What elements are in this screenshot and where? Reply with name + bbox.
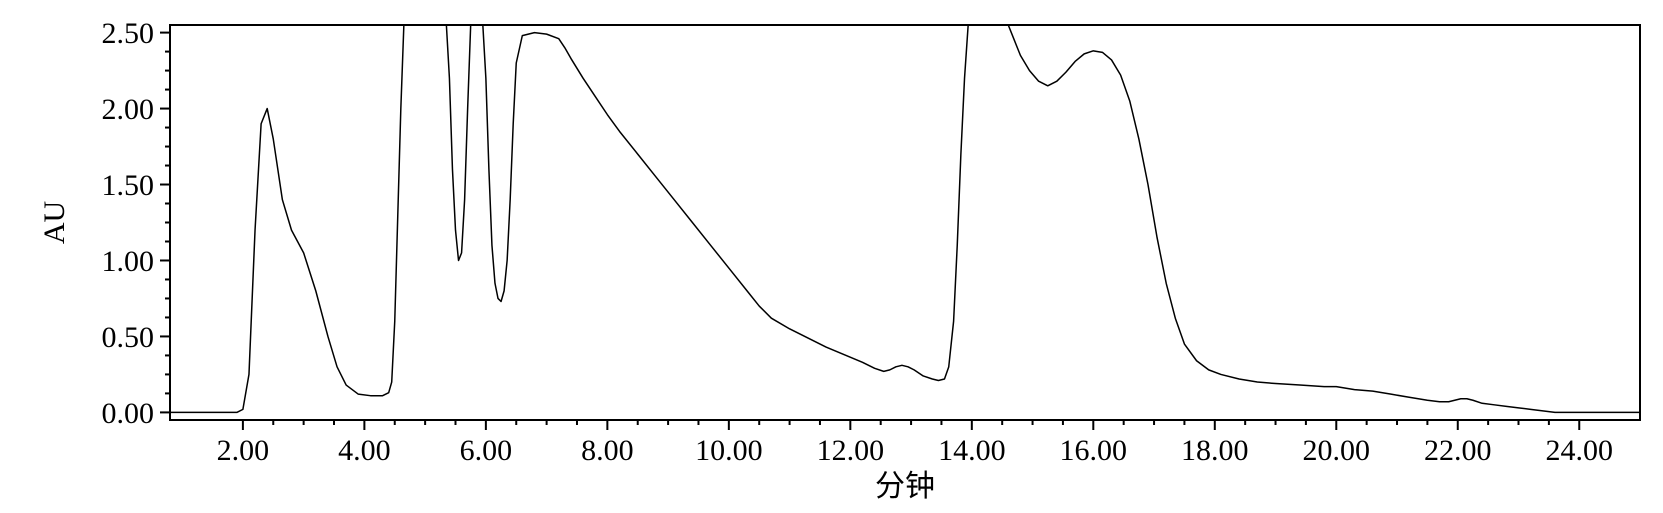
x-tick-label: 16.00 [1060,434,1128,467]
x-tick-label: 22.00 [1424,434,1492,467]
x-tick-label: 20.00 [1303,434,1371,467]
y-tick-label: 2.00 [102,93,155,126]
x-tick-label: 12.00 [817,434,885,467]
chromatogram-chart: 2.00 4.00 6.00 8.00 10.00 12.00 14.00 16.00 18.0… [0,0,1663,513]
y-tick-label: 2.50 [102,17,155,50]
y-tick-label: 1.50 [102,169,155,202]
x-tick-label: 18.00 [1181,434,1249,467]
y-tick-label: 0.00 [102,397,155,430]
x-tick-label: 8.00 [581,434,634,467]
y-tick-label: 1.00 [102,245,155,278]
x-tick-label: 6.00 [460,434,513,467]
x-tick-label: 14.00 [938,434,1006,467]
x-tick-label: 2.00 [217,434,270,467]
x-tick-label: 4.00 [338,434,391,467]
x-tick-label: 10.00 [695,434,763,467]
chart-svg: 2.00 4.00 6.00 8.00 10.00 12.00 14.00 16.00 18.0… [0,0,1663,513]
x-axis-title: 分钟 [875,470,935,503]
y-axis-title: AU [38,201,71,245]
x-tick-label: 24.00 [1546,434,1614,467]
y-tick-label: 0.50 [102,321,155,354]
